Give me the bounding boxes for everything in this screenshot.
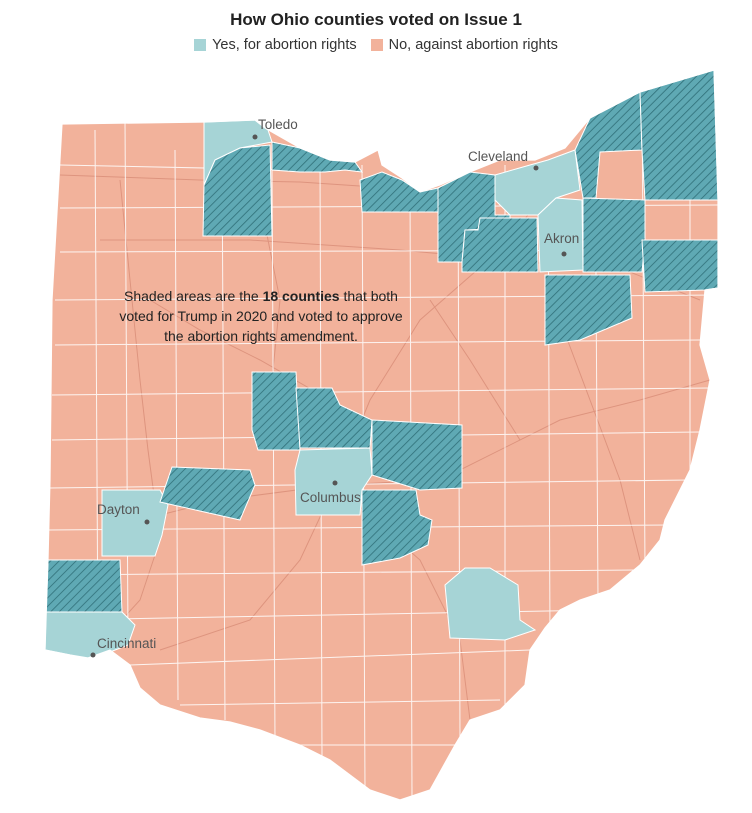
county-cuyahoga	[494, 149, 581, 216]
note-text-post: that both voted for Trump in 2020 and vo…	[119, 288, 403, 344]
city-dot-toledo	[252, 134, 258, 140]
city-dot-cincinnati	[90, 652, 96, 658]
legend-label-yes: Yes, for abortion rights	[212, 37, 357, 53]
legend-swatch-no	[370, 39, 383, 51]
city-label-columbus: Columbus	[300, 490, 361, 505]
map-title: How Ohio counties voted on Issue 1	[230, 10, 522, 29]
county-butler	[45, 559, 123, 613]
city-label-toledo: Toledo	[258, 117, 298, 132]
map-annotation: Shaded areas are the 18 counties that bo…	[108, 286, 414, 346]
legend-label-no: No, against abortion rights	[388, 37, 558, 53]
county-greene-clark	[159, 466, 256, 521]
county-ottawa	[271, 141, 364, 173]
legend-item-yes: Yes, for abortion rights	[194, 37, 357, 53]
county-mahoning	[641, 239, 718, 293]
county-athens	[444, 567, 537, 641]
city-dot-dayton	[144, 519, 150, 525]
county-union	[251, 371, 301, 451]
county-wood	[202, 144, 273, 237]
note-text-bold: 18 counties	[262, 288, 340, 304]
county-trumbull	[582, 197, 646, 273]
county-ashtabula	[639, 70, 718, 201]
city-dot-columbus	[332, 480, 338, 486]
legend-swatch-yes	[194, 39, 207, 51]
county-erie-lorain	[359, 171, 439, 213]
note-text-pre: Shaded areas are the	[124, 288, 263, 304]
city-dot-akron	[561, 251, 567, 257]
shaded-counties	[45, 70, 718, 613]
county-stark	[544, 274, 633, 346]
city-label-akron: Akron	[544, 231, 579, 246]
legend: Yes, for abortion rights No, against abo…	[0, 37, 752, 53]
legend-item-no: No, against abortion rights	[370, 37, 558, 53]
city-dot-cleveland	[533, 165, 539, 171]
county-portage	[461, 217, 539, 273]
county-licking	[371, 419, 463, 491]
ohio-outline	[44, 69, 719, 801]
city-label-cleveland: Cleveland	[468, 149, 528, 164]
city-markers: Toledo Cleveland Akron Columbus Dayton C…	[90, 117, 579, 658]
county-montgomery	[101, 489, 169, 557]
county-fairfield	[361, 489, 433, 566]
city-label-dayton: Dayton	[97, 502, 140, 517]
city-label-cincinnati: Cincinnati	[97, 636, 156, 651]
